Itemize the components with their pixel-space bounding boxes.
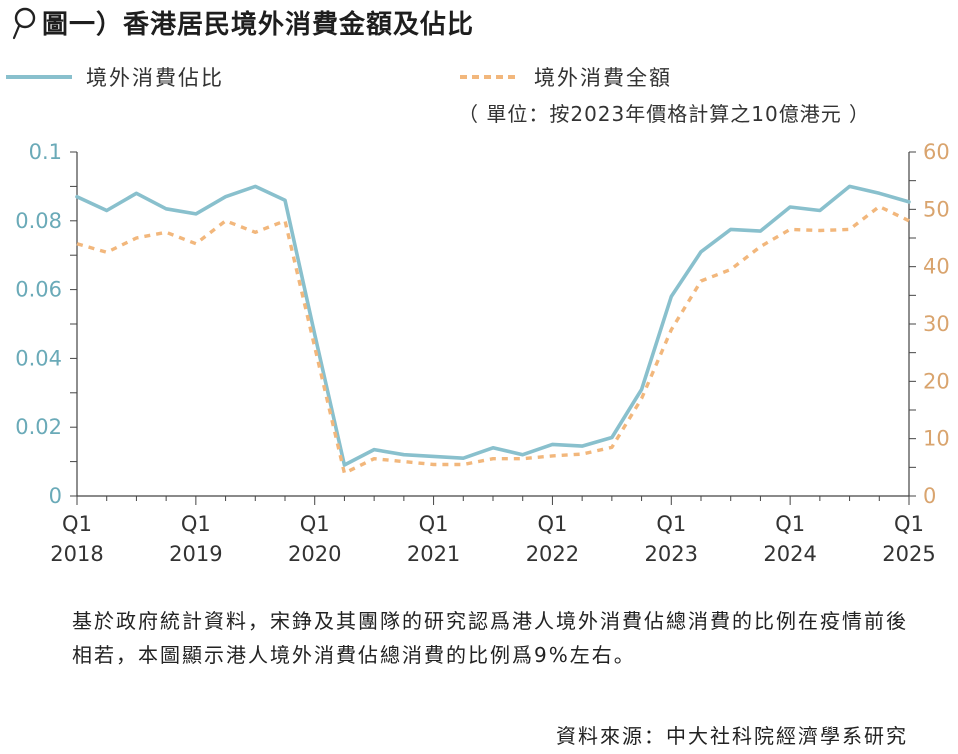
chart-series <box>75 184 911 475</box>
left-axis-tick-label: 0.1 <box>29 140 62 164</box>
right-axis-tick-label: 20 <box>923 369 950 393</box>
x-axis-quarter-label: Q1 <box>775 512 805 536</box>
chart-title: 圖一）香港居民境外消費金額及佔比 <box>42 9 475 40</box>
series-line-ratio <box>75 184 911 467</box>
x-axis-quarter-label: Q1 <box>62 512 92 536</box>
left-axis-tick-label: 0.08 <box>15 209 62 233</box>
x-axis-year-label: 2020 <box>288 542 341 566</box>
left-axis-tick-label: 0 <box>49 484 62 508</box>
left-axis-tick-label: 0.06 <box>15 278 62 302</box>
legend-item-amount: 境外消費全額 <box>460 62 672 92</box>
x-axis-year-label: 2021 <box>407 542 460 566</box>
legend-label-ratio: 境外消費佔比 <box>86 66 224 90</box>
x-axis-quarter-label: Q1 <box>181 512 211 536</box>
legend-swatch-ratio <box>6 75 72 79</box>
series-line-amount <box>76 204 910 475</box>
caption: 基於政府統計資料，宋錚及其團隊的研究認爲港人境外消費佔總消費的比例在疫情前後相若… <box>72 609 908 667</box>
right-axis-tick-label: 10 <box>923 427 950 451</box>
chart-axes <box>70 151 916 505</box>
x-axis-quarter-label: Q1 <box>300 512 330 536</box>
legend-label-amount: 境外消費全額 <box>534 66 672 90</box>
x-axis-quarter-label: Q1 <box>537 512 567 536</box>
x-axis-year-label: 2024 <box>763 542 816 566</box>
legend-item-ratio: 境外消費佔比 <box>6 62 224 92</box>
chart-tick-labels: 0 0.02 0.04 0.06 0.08 0.1 0 10 20 30 40 50 60 Q1 2018 Q… <box>15 140 950 566</box>
right-axis-tick-label: 0 <box>923 484 936 508</box>
unit-note: （ 單位：按2023年價格計算之10億港元 ） <box>458 102 871 126</box>
x-axis-year-label: 2022 <box>526 542 579 566</box>
x-axis-quarter-label: Q1 <box>419 512 449 536</box>
source-note: 資料來源：中大社科院經濟學系研究 <box>556 724 908 748</box>
x-axis-year-label: 2023 <box>645 542 698 566</box>
right-axis-tick-label: 40 <box>923 255 950 279</box>
right-axis-tick-label: 60 <box>923 140 950 164</box>
magnifier-icon <box>12 7 36 40</box>
left-axis-tick-label: 0.02 <box>15 415 62 439</box>
x-axis-year-label: 2019 <box>169 542 222 566</box>
x-axis-year-label: 2025 <box>882 542 935 566</box>
line-chart: 0 0.02 0.04 0.06 0.08 0.1 0 10 20 30 40 50 60 Q1 2018 Q… <box>15 140 950 566</box>
x-axis-quarter-label: Q1 <box>656 512 686 536</box>
right-axis-tick-label: 30 <box>923 312 950 336</box>
right-axis-tick-label: 50 <box>923 197 950 221</box>
left-axis-tick-label: 0.04 <box>15 346 62 370</box>
legend-swatch-amount <box>460 75 520 79</box>
x-axis-quarter-label: Q1 <box>894 512 924 536</box>
x-axis-year-label: 2018 <box>50 542 103 566</box>
chart-title-row: 圖一）香港居民境外消費金額及佔比 <box>10 2 474 42</box>
